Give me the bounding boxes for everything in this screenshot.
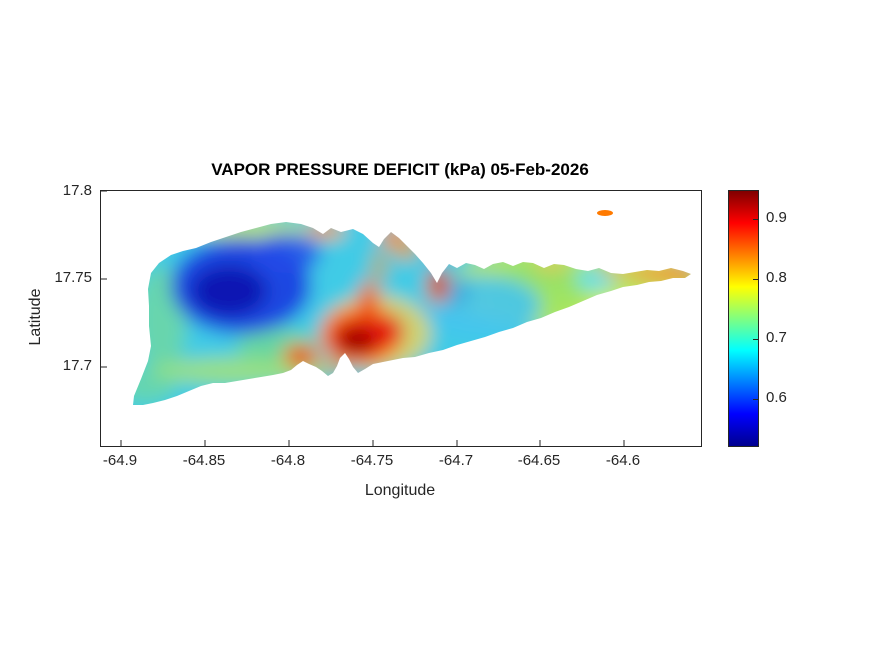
colorbar-tick-label: 0.9 bbox=[766, 209, 787, 226]
colorbar-tick-label: 0.8 bbox=[766, 269, 787, 286]
x-axis-label: Longitude bbox=[364, 482, 436, 499]
colorbar-tick-mark bbox=[753, 399, 758, 400]
y-tick-label: 17.75 bbox=[54, 269, 92, 286]
chart-title: VAPOR PRESSURE DEFICIT (kPa) 05-Feb-2026 bbox=[211, 160, 589, 179]
x-tick-label: -64.8 bbox=[270, 452, 306, 469]
islet-northeast bbox=[597, 210, 613, 216]
colorbar-tick-mark bbox=[753, 339, 758, 340]
contour-field-blobs bbox=[133, 222, 691, 405]
y-tick-label: 17.8 bbox=[62, 182, 92, 199]
y-axis-label: Latitude bbox=[27, 288, 44, 346]
island-field bbox=[133, 222, 691, 405]
plot-area bbox=[100, 190, 702, 447]
colorbar bbox=[728, 190, 759, 447]
x-tick-label: -64.85 bbox=[182, 452, 226, 469]
colorbar-tick-mark bbox=[753, 279, 758, 280]
x-tick-label: -64.9 bbox=[102, 452, 138, 469]
x-tick-label: -64.6 bbox=[605, 452, 641, 469]
colorbar-tick-label: 0.7 bbox=[766, 329, 787, 346]
axis-tick-marks bbox=[101, 191, 625, 446]
y-tick-label: 17.7 bbox=[62, 357, 92, 374]
colorbar-tick-label: 0.6 bbox=[766, 389, 787, 406]
x-tick-label: -64.75 bbox=[350, 452, 394, 469]
colorbar-tick-mark bbox=[753, 219, 758, 220]
x-tick-label: -64.7 bbox=[438, 452, 474, 469]
x-tick-label: -64.65 bbox=[517, 452, 561, 469]
contour-map bbox=[101, 191, 691, 446]
